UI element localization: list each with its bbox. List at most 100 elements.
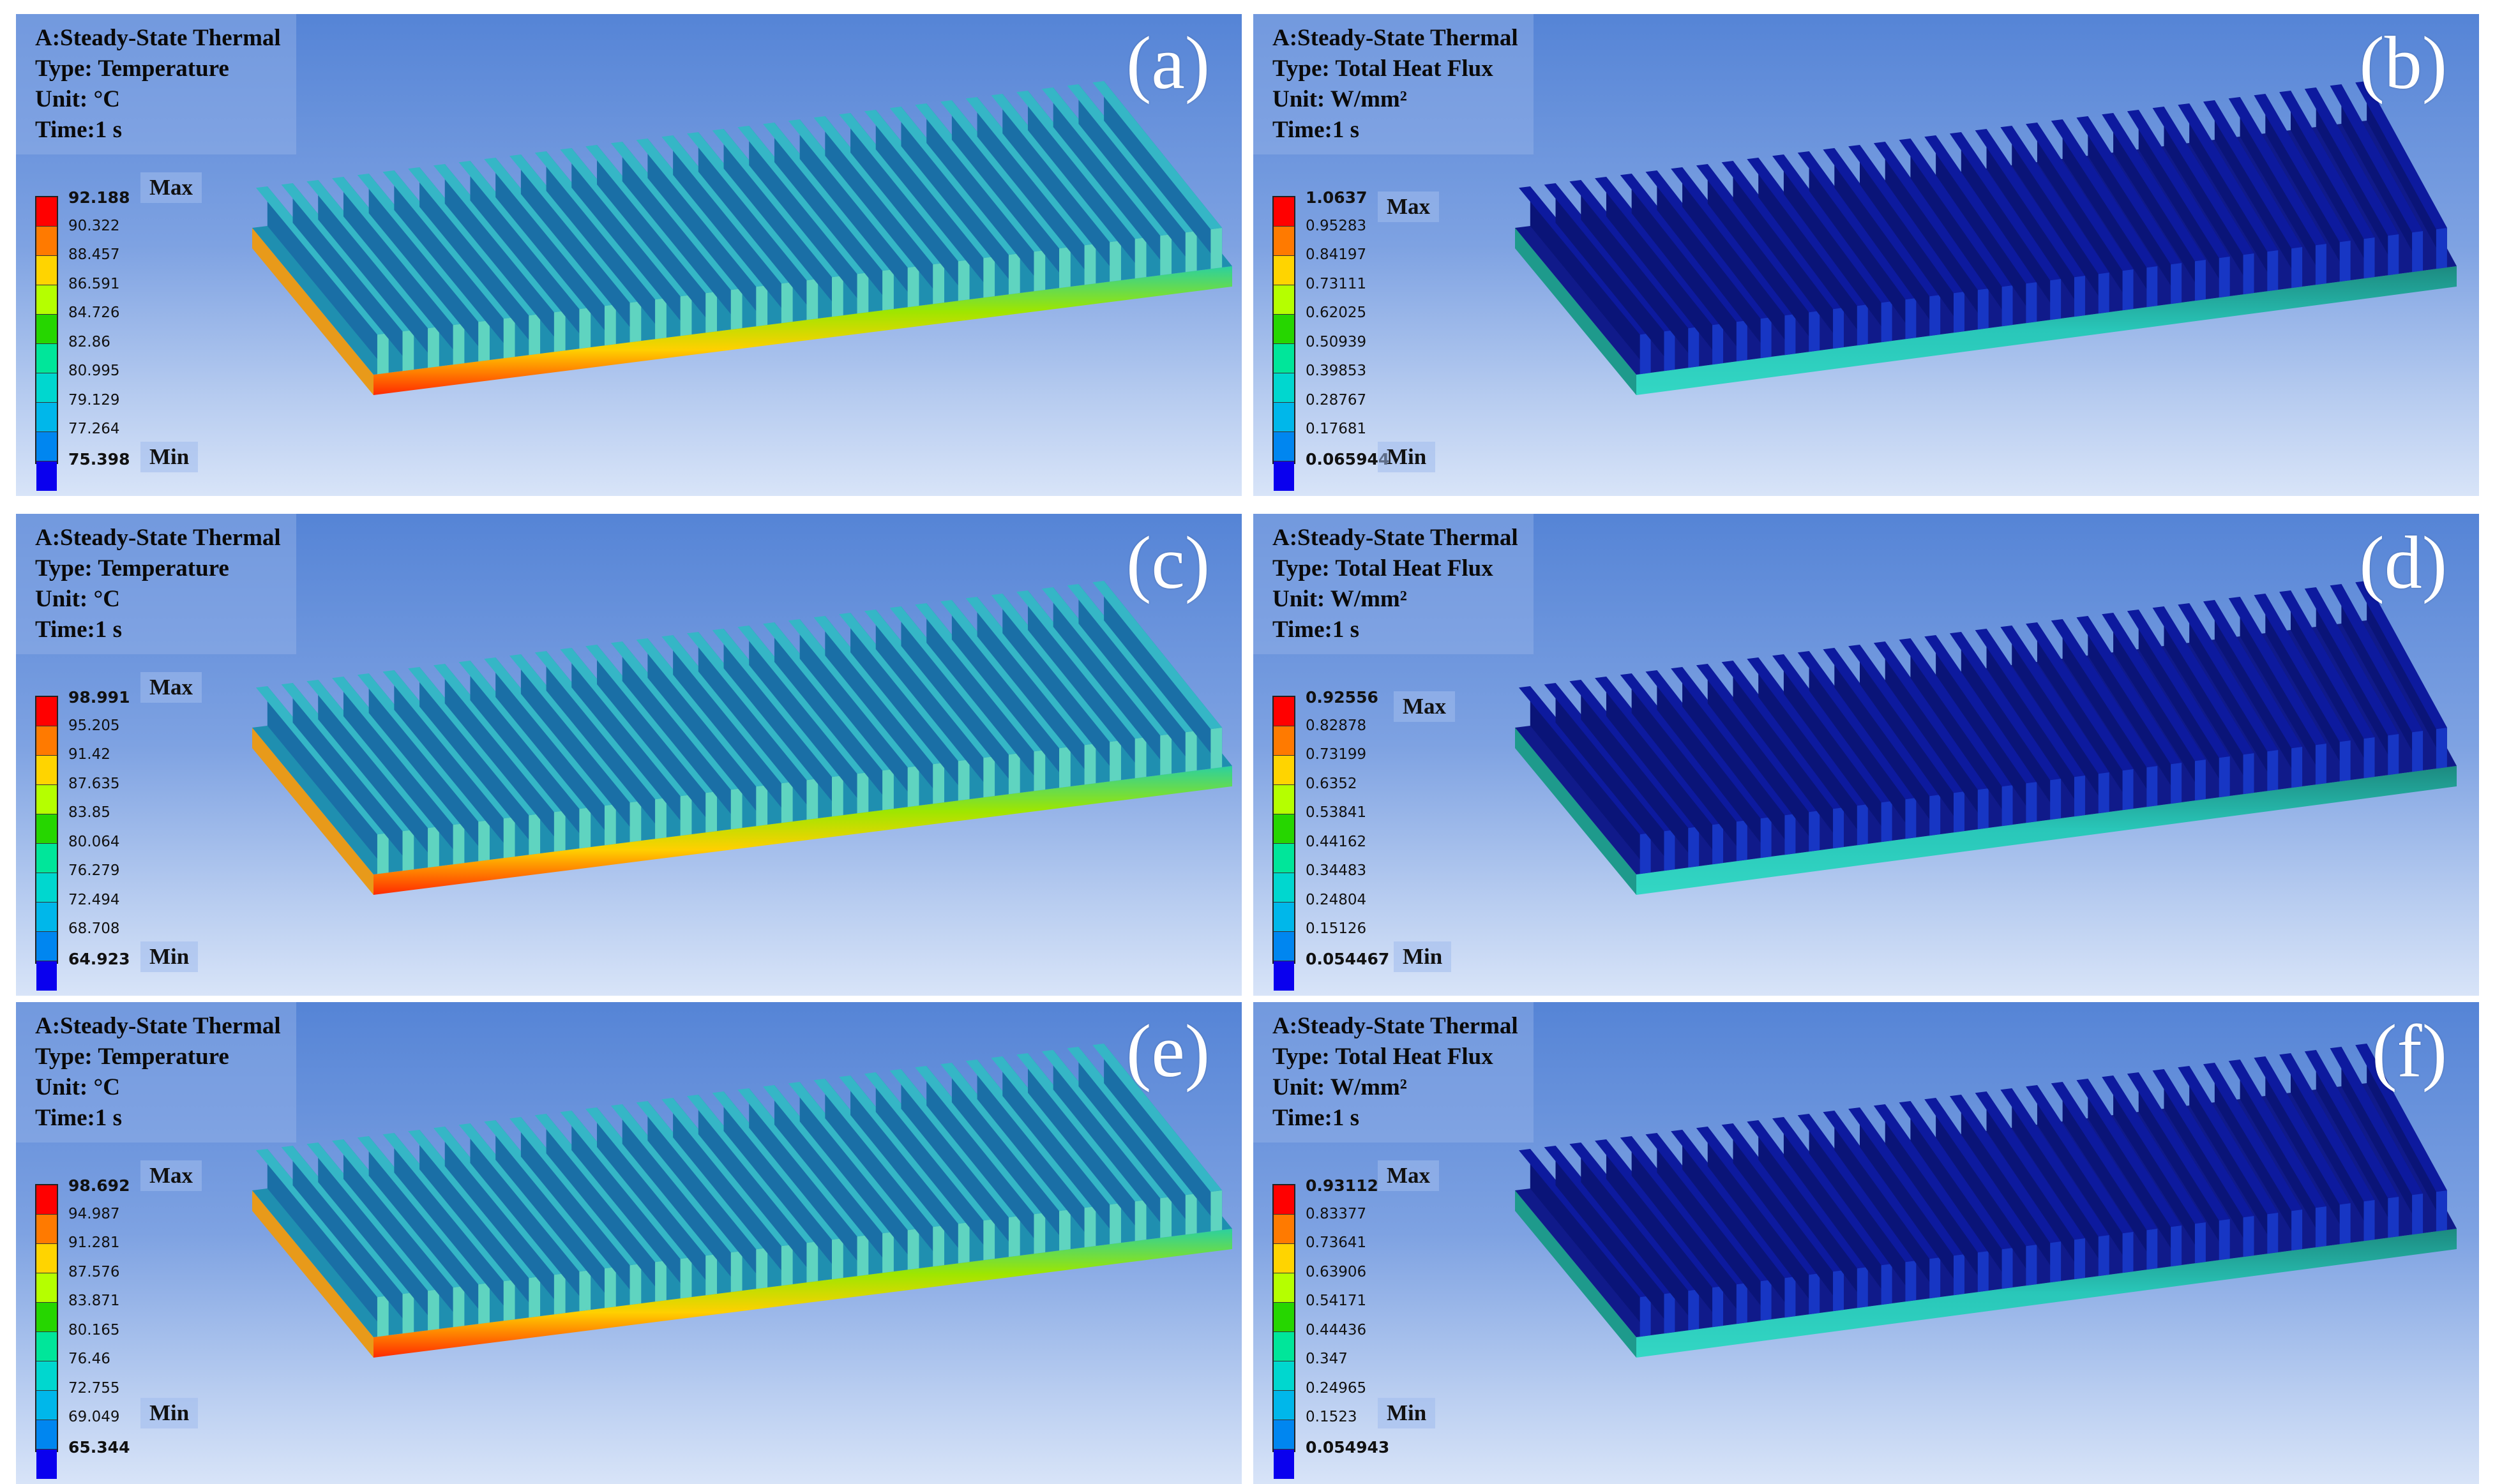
- fin-top-face: [2127, 1072, 2230, 1221]
- fin-front-face: [529, 814, 541, 855]
- max-label: Max: [1394, 691, 1456, 722]
- result-time: Time:1 s: [1272, 617, 1360, 643]
- fin-front-face: [2315, 244, 2326, 285]
- result-time: Time:1 s: [35, 1105, 123, 1131]
- fin-top-face: [1696, 1127, 1820, 1275]
- legend-value: 0.93112: [1306, 1176, 1378, 1195]
- fin-top-face: [2000, 626, 2109, 774]
- result-time: Time:1 s: [35, 617, 123, 643]
- legend-value: 0.73641: [1306, 1234, 1367, 1251]
- panel-e: A:Steady-State Thermal Type: Temperature…: [16, 1002, 1242, 1484]
- result-unit: Unit: W/mm²: [1272, 1074, 1407, 1100]
- legend-color-band: [1274, 726, 1294, 756]
- fin-front-face: [604, 804, 616, 846]
- fin-front-face: [1210, 1190, 1223, 1232]
- fin-front-face: [2074, 276, 2085, 317]
- fin-front-face: [2146, 766, 2158, 807]
- fin-front-face: [2001, 285, 2013, 327]
- heat-sink-model: [1515, 1044, 2457, 1358]
- legend-color-band: [1274, 1303, 1294, 1332]
- fin-front-face: [2388, 234, 2399, 276]
- fin-front-face: [2074, 776, 2085, 817]
- fin-front-face: [1929, 295, 1941, 336]
- fin-top-face: [2178, 603, 2279, 752]
- fin-top-face: [1696, 164, 1820, 313]
- legend-value: 0.62025: [1306, 304, 1367, 321]
- legend-value: 0.44436: [1306, 1321, 1367, 1338]
- legend-color-bar: [35, 1184, 58, 1479]
- legend-value: 0.054943: [1306, 1437, 1390, 1457]
- legend-color-band: [36, 844, 57, 873]
- fin-top-face: [1721, 161, 1844, 310]
- legend-color-band: [1274, 197, 1294, 227]
- fin-front-face: [705, 292, 717, 333]
- legend-color-band: [1274, 227, 1294, 256]
- fin-top-face: [1975, 129, 2085, 278]
- fin-front-face: [629, 301, 642, 343]
- legend-color-band: [1274, 1185, 1294, 1215]
- legend-color-band: [36, 256, 57, 285]
- base-plate-front-face: [373, 766, 1232, 895]
- fin-top-face: [2051, 1082, 2158, 1231]
- legend-value: 0.54171: [1306, 1293, 1367, 1309]
- fin-front-face: [529, 1277, 541, 1318]
- legend-value: 90.322: [68, 217, 120, 234]
- fin-front-face: [1008, 1216, 1020, 1257]
- fin-front-face: [1210, 228, 1223, 269]
- fin-top-face: [2254, 94, 2351, 243]
- fin-front-face: [2026, 282, 2037, 324]
- fin-front-face: [2098, 772, 2109, 814]
- fin-top-face: [1823, 1111, 1941, 1259]
- fin-top-face: [2203, 600, 2303, 749]
- fin-front-face: [554, 311, 566, 352]
- min-label: Min: [140, 941, 199, 972]
- legend-value: 64.923: [68, 949, 130, 968]
- fin-front-face: [2412, 231, 2423, 273]
- legend-value: 0.1523: [1306, 1409, 1357, 1425]
- legend-value: 92.188: [68, 188, 130, 207]
- fin-front-face: [629, 801, 642, 843]
- legend-color-band: [1274, 873, 1294, 903]
- legend-color-band: [1274, 1215, 1294, 1244]
- fin-front-face: [1833, 807, 1844, 849]
- legend-color-band: [1274, 403, 1294, 432]
- fin-front-face: [730, 289, 742, 330]
- legend-value: 1.0637: [1306, 188, 1368, 207]
- fin-top-face: [1645, 670, 1772, 819]
- result-unit: Unit: W/mm²: [1272, 586, 1407, 612]
- legend-color-band: [36, 697, 57, 726]
- fin-front-face: [2122, 769, 2134, 811]
- fin-front-face: [1059, 747, 1071, 788]
- legend-color-band: [36, 1391, 57, 1420]
- result-info-box: A:Steady-State Thermal Type: Total Heat …: [1253, 514, 1534, 654]
- max-label: Max: [1378, 1160, 1440, 1191]
- fin-top-face: [2000, 126, 2109, 274]
- fin-front-face: [655, 298, 667, 340]
- min-label: Min: [140, 442, 199, 472]
- fin-top-face: [2330, 584, 2423, 733]
- fin-front-face: [579, 1270, 591, 1312]
- legend-color-band: [36, 756, 57, 785]
- analysis-title: A:Steady-State Thermal: [1272, 1013, 1518, 1039]
- fin-top-face: [2279, 1053, 2375, 1202]
- fin-front-face: [2291, 747, 2303, 788]
- fin-front-face: [2436, 1190, 2447, 1232]
- legend-color-band: [36, 197, 57, 227]
- legend-color-band: [36, 227, 57, 256]
- result-type: Type: Temperature: [35, 56, 229, 82]
- fin-top-face: [1975, 629, 2085, 777]
- legend-value: 87.635: [68, 775, 120, 792]
- base-plate-front-face: [373, 266, 1232, 395]
- fin-top-face: [2051, 119, 2158, 268]
- fin-front-face: [503, 1280, 515, 1321]
- legend-color-band: [1274, 461, 1294, 491]
- base-plate-front-face: [1636, 766, 2457, 895]
- legend-value: 0.84197: [1306, 246, 1367, 263]
- analysis-title: A:Steady-State Thermal: [1272, 525, 1518, 551]
- legend-value: 80.064: [68, 833, 120, 850]
- fin-front-face: [2171, 763, 2182, 804]
- fin-front-face: [1084, 1206, 1096, 1248]
- fin-top-face: [2355, 81, 2447, 230]
- legend-value: 0.82878: [1306, 717, 1367, 734]
- fin-front-face: [1809, 1273, 1820, 1315]
